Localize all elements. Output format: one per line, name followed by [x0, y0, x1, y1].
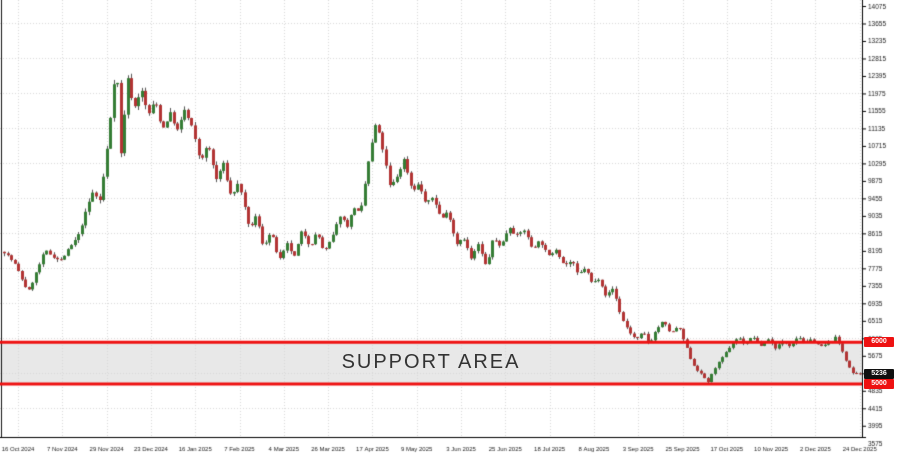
- current-price-tag: 5236: [864, 369, 894, 380]
- support-bottom-price-tag: 5000: [864, 378, 894, 389]
- support-top-price-tag: 6000: [864, 337, 894, 348]
